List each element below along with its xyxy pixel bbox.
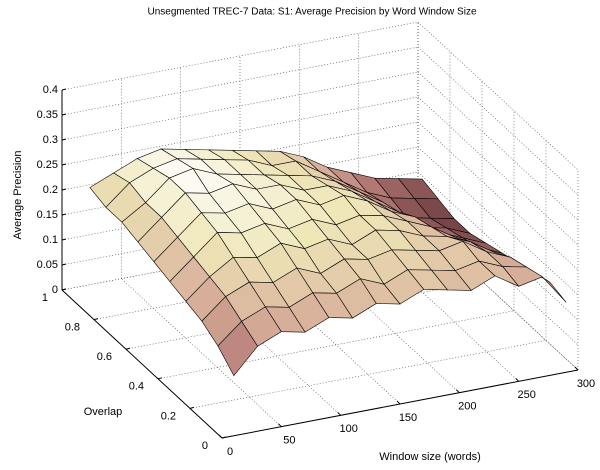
back-grid-line [61,71,419,141]
y-tick [157,377,163,380]
floor-grid-line [93,251,451,320]
y-tick-label: 0.4 [129,381,144,393]
x-tick-label: 250 [517,389,535,401]
x-tick [218,434,223,439]
y-tick [221,436,227,439]
x-tick-label: 0 [227,446,233,458]
floor-grid-line [189,340,547,409]
x-tick-label: 300 [577,378,595,390]
x-tick-label: 100 [339,423,357,435]
y-tick-label: 0.2 [161,410,176,422]
z-tick [61,213,67,216]
z-tick-label: 0.35 [37,109,58,121]
floor-grid-line [358,233,519,382]
z-tick-label: 0.15 [37,209,58,221]
y-tick [125,347,131,350]
y-tick-label: 0.6 [97,351,112,363]
z-tick-label: 0.3 [43,134,58,146]
z-tick [61,138,67,141]
z-tick-label: 0.05 [37,259,58,271]
x-tick-label: 150 [399,412,417,424]
z-tick [61,113,67,116]
side-grid-line [417,71,579,221]
z-tick [61,238,67,241]
surface-patch [217,320,258,377]
floor-grid-line [125,280,483,350]
side-grid-line [417,21,579,171]
x-tick [515,377,520,382]
back-grid-line [61,46,419,116]
y-axis-label: Overlap [84,406,123,418]
z-tick [61,263,67,266]
back-grid-line [61,196,419,266]
x-tick [574,366,579,371]
side-grid-line [417,121,579,271]
y-tick [93,318,99,321]
y-tick-label: 0 [202,440,208,452]
z-tick [61,163,67,166]
floor-grid-line [121,278,282,427]
y-tick-label: 0.8 [65,322,80,334]
floor-grid-line [239,255,401,405]
z-tick [61,88,67,91]
z-tick [61,188,67,191]
chart-title: Unsegmented TREC-7 Data: S1: Average Pre… [147,7,476,18]
x-axis-label: Window size (words) [379,451,480,463]
back-grid-line [61,96,419,166]
z-tick-label: 0.2 [43,184,58,196]
y-tick [189,406,195,409]
back-grid-line [61,171,419,241]
back-grid-line [61,21,419,91]
z-axis-label: Average Precision [12,150,24,239]
x-tick [337,411,342,416]
x-tick [277,423,282,428]
side-grid-line [417,171,579,321]
x-tick-label: 200 [458,401,476,413]
floor-grid-line [299,244,460,393]
side-grid-line [417,46,579,196]
z-tick [61,288,67,291]
y-tick-label: 1 [42,292,48,304]
z-tick-label: 0 [52,284,58,296]
z-tick-label: 0.1 [43,234,58,246]
x-tick-label: 50 [283,435,295,447]
x-tick [396,400,401,405]
side-grid-line [417,96,579,246]
z-tick-label: 0.4 [43,84,58,96]
z-tick-label: 0.25 [37,159,58,171]
back-grid-line [61,221,419,291]
side-grid-line [417,146,579,296]
x-tick [455,389,460,394]
floor-grid-line [157,310,515,380]
y-axis [61,289,223,439]
